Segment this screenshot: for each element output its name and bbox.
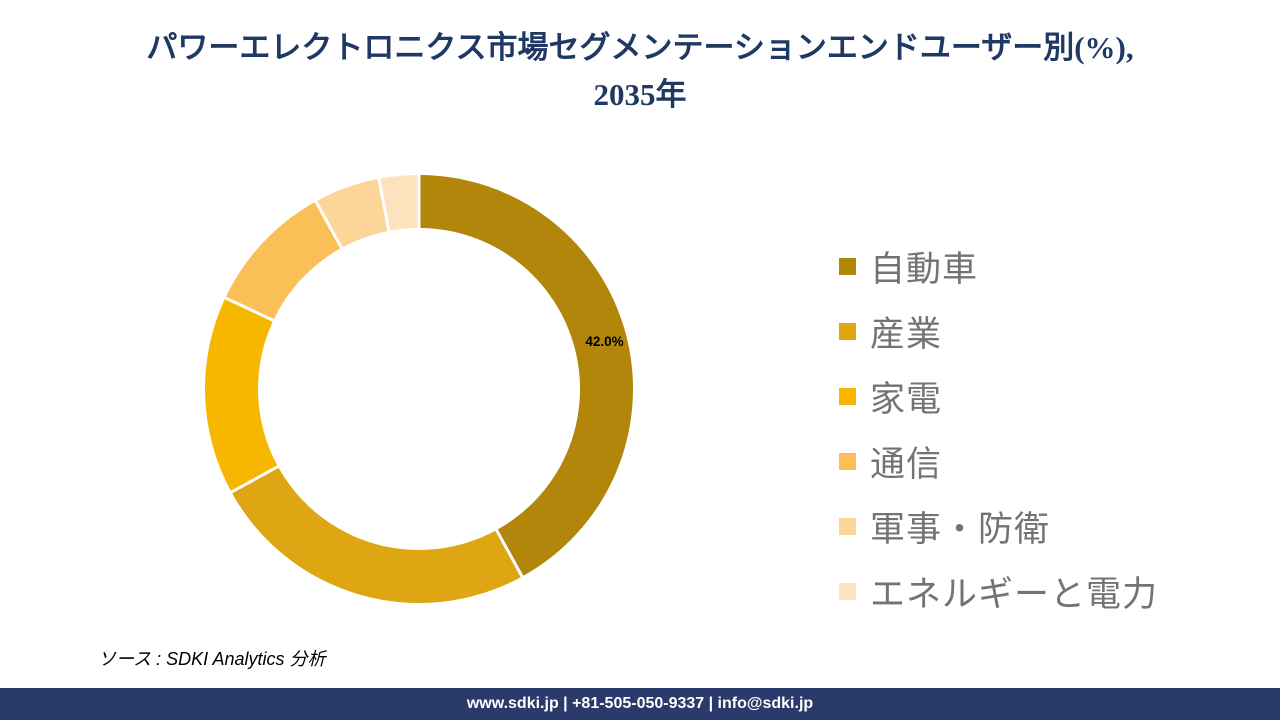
legend-item: 通信	[839, 429, 1158, 494]
legend-swatch-icon	[839, 388, 856, 405]
chart-legend: 自動車産業家電通信軍事・防衛エネルギーと電力	[839, 234, 1158, 624]
legend-item-label: 家電	[870, 380, 943, 419]
segment-separator	[494, 528, 524, 579]
donut-segment	[419, 175, 633, 577]
segment-separator	[314, 199, 344, 250]
legend-item: 軍事・防衛	[839, 494, 1158, 559]
footer-contact-text: www.sdki.jp | +81-505-050-9337 | info@sd…	[466, 695, 814, 712]
legend-item-label: 自動車	[870, 250, 979, 289]
footer-bar: www.sdki.jp | +81-505-050-9337 | info@sd…	[0, 688, 1280, 720]
donut-segment	[205, 297, 278, 493]
legend-item: 自動車	[839, 234, 1158, 299]
donut-segment	[225, 201, 342, 321]
legend-item: 産業	[839, 299, 1158, 364]
donut-segment	[378, 175, 419, 231]
donut-chart-area: 42.0%	[189, 159, 649, 619]
legend-item: 家電	[839, 364, 1158, 429]
source-note: ソース : SDKI Analytics 分析	[98, 649, 326, 669]
legend-swatch-icon	[839, 518, 856, 535]
legend-swatch-icon	[839, 583, 856, 600]
segment-separator	[223, 296, 275, 323]
segment-separator	[377, 177, 391, 233]
donut-chart: 42.0%	[205, 174, 633, 603]
legend-item-label: 軍事・防衛	[870, 510, 1051, 549]
chart-title: パワーエレクトロニクス市場セグメンテーションエンドユーザー別(%), 2035年	[0, 24, 1280, 118]
donut-segment	[315, 178, 389, 248]
legend-item-label: 産業	[870, 315, 943, 354]
legend-swatch-icon	[839, 453, 856, 470]
legend-swatch-icon	[839, 323, 856, 340]
legend-item: エネルギーと電力	[839, 559, 1158, 624]
segment-separator	[229, 464, 280, 494]
legend-item-label: エネルギーと電力	[870, 575, 1159, 614]
legend-item-label: 通信	[870, 445, 943, 484]
donut-segment	[231, 466, 523, 603]
legend-swatch-icon	[839, 258, 856, 275]
chart-title-line2: 2035年	[593, 77, 687, 112]
chart-title-line1: パワーエレクトロニクス市場セグメンテーションエンドユーザー別(%),	[146, 30, 1134, 65]
segment-data-label: 42.0%	[585, 334, 623, 349]
